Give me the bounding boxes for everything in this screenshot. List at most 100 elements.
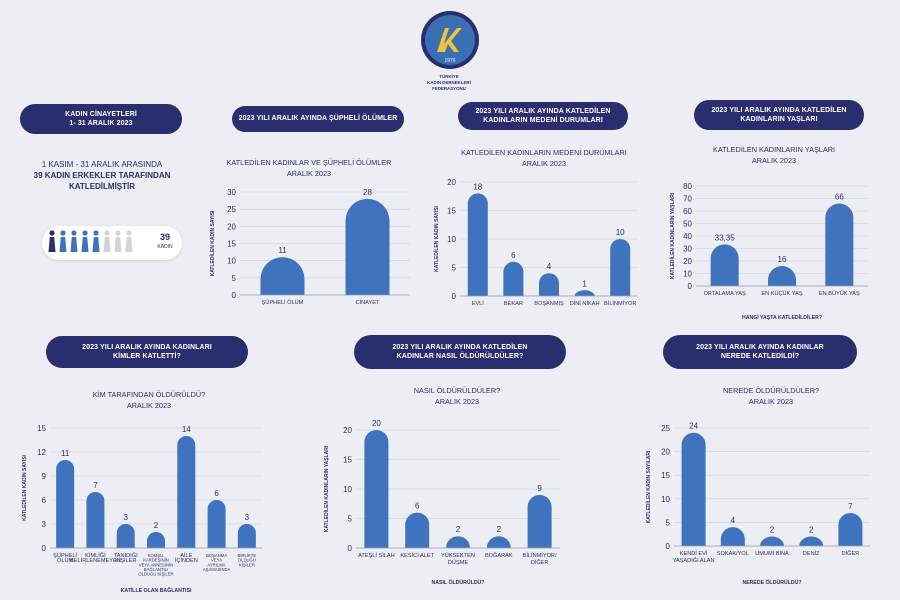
- bar-value-label: 66: [835, 193, 844, 202]
- y-axis-title: KATLEDİLEN KADIN SAYISI: [433, 205, 440, 271]
- category-label: KENDİ EVİ YAŞADIĞI ALAN: [673, 550, 715, 564]
- woman-figure-icon: [49, 230, 55, 236]
- bar-value-label: 16: [778, 255, 787, 264]
- victim-count-number: 39: [159, 232, 170, 242]
- woman-figure-icon: [115, 230, 121, 236]
- bar: [405, 512, 430, 548]
- y-tick-label: 15: [343, 456, 352, 465]
- bar-value-label: 6: [511, 251, 516, 260]
- bar: [799, 536, 824, 546]
- y-tick-label: 60: [683, 207, 692, 216]
- y-tick-label: 15: [447, 207, 456, 216]
- bar-value-label: 2: [770, 526, 775, 535]
- woman-figure-icon: [104, 230, 110, 236]
- bar: [446, 536, 470, 548]
- how-chart: KATLEDİLEN KADINLARIN YAŞLARI 0 5 10 15 20 20 A…: [323, 419, 560, 586]
- category-label: TANIDIĞI KİŞİLER: [114, 552, 138, 564]
- logo-year: 1976: [444, 58, 455, 64]
- category-label: BOĞARAK: [485, 552, 513, 559]
- bar: [503, 261, 524, 296]
- ages-header: 2023 YILI ARALIK AYINDA KATLEDİLEN KADIN…: [694, 100, 864, 130]
- ages-subtitle: KATLEDİLEN KADINLARIN YAŞLARI ARALIK 202…: [712, 145, 836, 165]
- woman-figure-body: [70, 237, 78, 252]
- category-label: KOMŞU, KARDEŞİNİN VEYA ANNESİNİN BAĞLANTILI…: [138, 553, 173, 577]
- category-label: ŞÜPHELİ ÖLÜM: [262, 299, 304, 306]
- bar: [207, 500, 226, 548]
- summary-line-3: KATLEDİLMİŞTİR: [68, 182, 136, 192]
- bar: [760, 536, 784, 546]
- bar: [364, 430, 389, 548]
- category-label: DİĞER: [842, 550, 860, 557]
- y-tick-label: 10: [447, 235, 456, 244]
- category-label: BOŞANMA VEYA AYRILMA AŞAMASINDA: [203, 553, 231, 572]
- woman-figure-body: [81, 237, 89, 252]
- bar-value-label: 20: [372, 419, 381, 428]
- woman-figure-body: [103, 237, 111, 252]
- category-label: KİMLİĞİ BELİRLENEMEYEN: [70, 552, 121, 564]
- bar-value-label: 2: [154, 521, 159, 530]
- y-tick-label: 80: [683, 182, 692, 191]
- x-axis-title: NASIL ÖLDÜRÜLDÜ?: [432, 579, 485, 586]
- marital-chart: KATLEDİLEN KADIN SAYISI 0 5 10 15 20 18 EVLİ 6 BE…: [433, 178, 638, 307]
- bar-value-label: 2: [497, 525, 502, 534]
- x-axis-title: HANGİ YAŞTA KATLEDİLDİLER?: [742, 314, 822, 321]
- bar: [116, 524, 135, 548]
- y-tick-label: 0: [42, 544, 47, 553]
- category-label: ORTALAMA YAŞ: [704, 291, 746, 297]
- y-tick-label: 5: [452, 264, 457, 273]
- bar: [539, 273, 559, 296]
- bar-value-label: 1: [582, 279, 587, 288]
- y-tick-label: 10: [661, 495, 670, 504]
- y-tick-label: 40: [683, 232, 692, 241]
- y-tick-label: 6: [42, 496, 47, 505]
- y-tick-label: 30: [683, 245, 692, 254]
- marital-subtitle: KATLEDİLEN KADINLARIN MEDENİ DURUMLARI A…: [461, 148, 627, 168]
- bar-value-label: 11: [61, 449, 70, 458]
- y-tick-label: 20: [661, 448, 670, 457]
- x-axis-title: NEREDE ÖLDÜRÜLDÜ?: [742, 579, 801, 586]
- woman-figure-body: [92, 237, 100, 252]
- federation-logo: 1976: [421, 11, 479, 69]
- category-label: YÜKSEKTEN DÜŞME: [441, 552, 475, 566]
- category-label: KESİCİ ALET: [400, 552, 434, 559]
- marital-header: 2023 YILI ARALIK AYINDA KATLEDİLEN KADIN…: [458, 102, 628, 130]
- victim-count-label: KADIN: [157, 244, 173, 250]
- y-tick-label: 9: [42, 472, 47, 481]
- woman-figure-body: [114, 237, 122, 252]
- bar: [574, 290, 595, 296]
- y-axis-title: KATLEDİLEN KADIN SAYISI: [209, 210, 216, 276]
- woman-figure-icon: [93, 230, 99, 236]
- y-tick-label: 15: [227, 240, 236, 249]
- x-axis-title: KATİLLE OLAN BAĞLANTISI: [121, 586, 192, 594]
- category-label: ATEŞLİ SİLAH: [358, 552, 395, 559]
- bar-value-label: 33,35: [715, 233, 736, 242]
- bar-value-label: 7: [848, 502, 853, 511]
- category-label: BİLİNMİYOR/DİĞER: [523, 552, 557, 566]
- bar: [681, 432, 706, 546]
- y-tick-label: 20: [343, 426, 352, 435]
- bar: [825, 203, 854, 286]
- y-tick-label: 15: [661, 471, 670, 480]
- woman-figure-body: [125, 237, 133, 252]
- y-tick-label: 25: [227, 205, 236, 214]
- bar-value-label: 28: [363, 188, 372, 197]
- y-axis-title: KATLEDİLEN KADINLARIN YAŞLARI: [669, 192, 676, 279]
- y-tick-label: 5: [348, 515, 353, 524]
- bar-value-label: 2: [456, 525, 461, 534]
- y-tick-label: 25: [661, 424, 670, 433]
- bar: [527, 494, 552, 548]
- summary-line-1: 1 KASIM - 31 ARALIK ARASINDA: [41, 160, 163, 169]
- bar: [486, 536, 511, 548]
- y-tick-label: 0: [688, 282, 693, 291]
- bar: [838, 512, 863, 546]
- bar: [86, 492, 105, 548]
- category-label: SOKAK/YOL: [717, 551, 749, 557]
- bar-value-label: 7: [93, 481, 98, 490]
- y-tick-label: 10: [227, 257, 236, 266]
- category-label: DİNİ NİKAH: [570, 300, 600, 307]
- y-tick-label: 15: [37, 424, 46, 433]
- y-axis-title: KATLEDİLEN KADIN SAYILARI: [645, 450, 652, 523]
- who-chart: KATLEDİLEN KADIN SAYISI 0 3 6 9 12 15 11 ŞÜPHELİ…: [21, 424, 262, 594]
- bar-value-label: 10: [616, 228, 625, 237]
- how-header: 2023 YILI ARALIK AYINDA KATLEDİLEN KADIN…: [354, 335, 566, 369]
